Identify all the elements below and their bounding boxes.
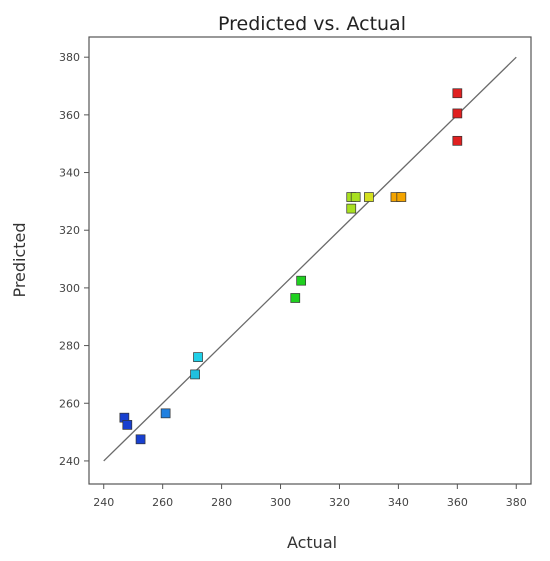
data-points	[119, 88, 463, 445]
data-point	[190, 369, 200, 380]
x-tick-label: 360	[447, 496, 468, 509]
data-point	[160, 408, 171, 419]
data-point	[346, 203, 357, 214]
y-tick-label: 240	[59, 455, 80, 468]
data-point	[452, 135, 463, 146]
y-tick-label: 260	[59, 397, 80, 410]
x-axis: 240 260 280 300 320 340 360 380	[93, 484, 527, 509]
x-tick-label: 280	[211, 496, 232, 509]
x-tick-label: 240	[93, 496, 114, 509]
plot-frame	[88, 36, 532, 485]
x-tick-label: 340	[388, 496, 409, 509]
data-point	[350, 192, 361, 202]
y-tick-label: 380	[59, 51, 80, 64]
y-tick-label: 280	[59, 340, 80, 353]
data-point	[296, 275, 307, 286]
y-axis: 240 260 280 300 320 340 360 380	[59, 51, 89, 468]
chart-title: Predicted vs. Actual	[218, 13, 406, 35]
data-point	[122, 420, 133, 430]
y-tick-label: 340	[59, 167, 80, 180]
data-point	[396, 192, 407, 202]
reference-line	[103, 56, 517, 462]
y-tick-label: 360	[59, 109, 80, 122]
x-tick-label: 320	[329, 496, 350, 509]
data-point	[135, 434, 146, 445]
y-axis-label: Predicted	[10, 222, 29, 297]
y-tick-label: 300	[59, 282, 80, 295]
data-point	[290, 293, 301, 303]
x-axis-label: Actual	[287, 533, 337, 552]
data-point	[364, 192, 374, 202]
data-point	[452, 88, 463, 99]
x-tick-label: 300	[270, 496, 291, 509]
y-tick-label: 320	[59, 224, 80, 237]
data-point	[452, 108, 463, 119]
x-tick-label: 260	[152, 496, 173, 509]
data-point	[193, 352, 203, 362]
x-tick-label: 380	[506, 496, 527, 509]
